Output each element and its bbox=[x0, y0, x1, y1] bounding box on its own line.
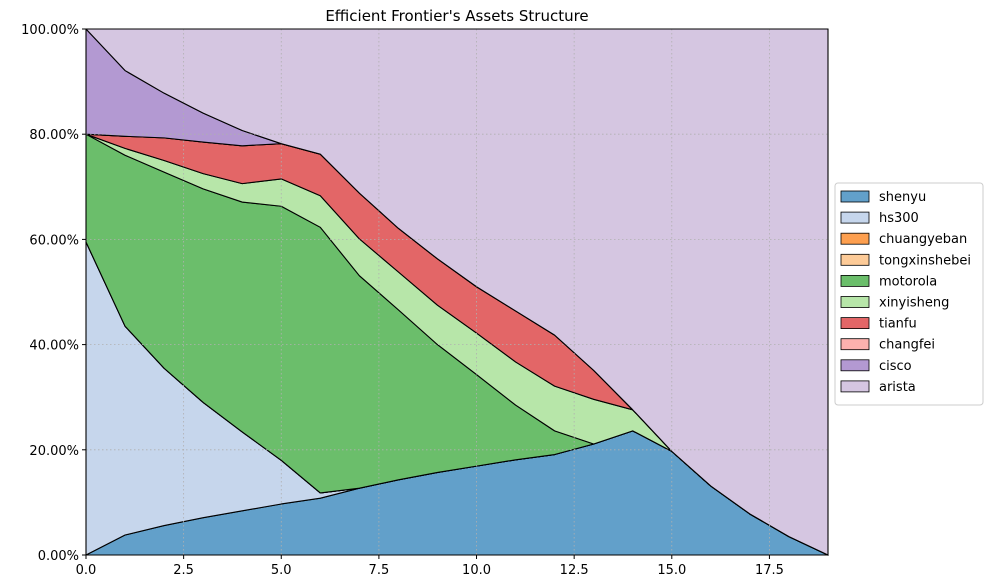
x-tick-label: 12.5 bbox=[560, 563, 589, 578]
legend-box bbox=[834, 182, 984, 406]
legend-label-chuangyeban: chuangyeban bbox=[879, 232, 967, 247]
legend-swatch-cisco bbox=[840, 359, 870, 372]
y-tick-label: 100.00% bbox=[21, 23, 79, 38]
legend-label-changfei: changfei bbox=[879, 338, 935, 353]
axes: 0.0 2.5 5.0 7.5 10.0 12.5 15.0 17.5 0.00% 20.00% 4… bbox=[21, 23, 829, 578]
x-tick-label: 5.0 bbox=[271, 563, 292, 578]
x-tick-label: 7.5 bbox=[369, 563, 390, 578]
y-tick-label: 80.00% bbox=[29, 128, 79, 143]
legend-swatch-changfei bbox=[840, 338, 870, 351]
chart-title: Efficient Frontier's Assets Structure bbox=[325, 7, 588, 25]
legend-swatch-arista bbox=[840, 380, 870, 393]
legend-swatch-hs300 bbox=[840, 211, 870, 224]
x-tick-label: 10.0 bbox=[462, 563, 491, 578]
y-tick-label: 0.00% bbox=[38, 549, 79, 564]
legend-label-tongxinshebei: tongxinshebei bbox=[879, 253, 971, 268]
y-tick-label: 40.00% bbox=[29, 339, 79, 354]
legend-swatch-tianfu bbox=[840, 317, 870, 330]
legend-label-cisco: cisco bbox=[879, 359, 912, 374]
legend-label-xinyisheng: xinyisheng bbox=[879, 296, 949, 311]
legend-swatch-chuangyeban bbox=[840, 232, 870, 245]
x-tick-label: 17.5 bbox=[755, 563, 784, 578]
x-tick-label: 2.5 bbox=[173, 563, 194, 578]
y-tick-label: 20.00% bbox=[29, 444, 79, 459]
legend-swatch-xinyisheng bbox=[840, 296, 870, 308]
legend-swatch-motorola bbox=[840, 274, 870, 287]
legend-label-shenyu: shenyu bbox=[879, 190, 926, 205]
legend: shenyu hs300 chuangyeban tongxinshebei motor… bbox=[834, 182, 984, 406]
y-tick-label: 60.00% bbox=[29, 233, 79, 248]
legend-swatch-tongxinshebei bbox=[840, 253, 870, 266]
legend-label-hs300: hs300 bbox=[879, 211, 919, 226]
x-tick-label: 15.0 bbox=[657, 563, 686, 578]
x-tick-label: 0.0 bbox=[76, 563, 97, 578]
plot-frame bbox=[85, 28, 829, 556]
legend-label-arista: arista bbox=[879, 380, 916, 395]
legend-swatch-shenyu bbox=[840, 190, 870, 203]
plot-area bbox=[85, 28, 829, 556]
legend-label-motorola: motorola bbox=[879, 274, 937, 289]
legend-label-tianfu: tianfu bbox=[879, 317, 917, 332]
